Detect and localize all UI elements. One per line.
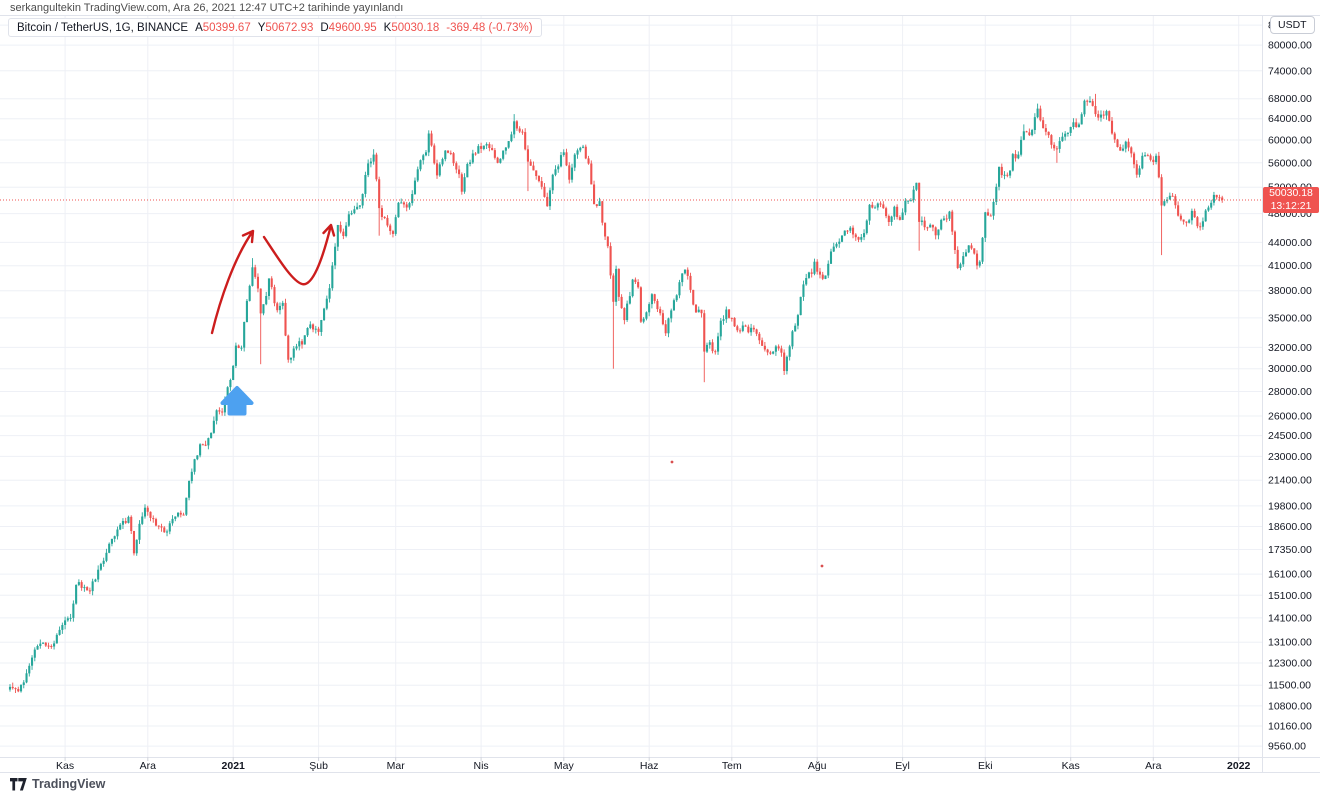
svg-text:68000.00: 68000.00 bbox=[1268, 93, 1312, 105]
svg-text:Ara: Ara bbox=[1145, 760, 1162, 772]
drawn-red-arrow-impulse[interactable] bbox=[210, 229, 255, 335]
svg-text:56000.00: 56000.00 bbox=[1268, 157, 1312, 169]
svg-text:12300.00: 12300.00 bbox=[1268, 658, 1312, 670]
svg-text:Nis: Nis bbox=[474, 760, 489, 772]
svg-text:28000.00: 28000.00 bbox=[1268, 386, 1312, 398]
svg-text:Eki: Eki bbox=[978, 760, 993, 772]
time-axis-labels[interactable]: Kas Ara 2021 Şub Mar Nis May Haz Tem Ağu Eyl Eki Kas… bbox=[56, 757, 1251, 772]
svg-text:74000.00: 74000.00 bbox=[1268, 65, 1312, 77]
price-axis-labels[interactable]: 85000.0080000.0074000.0068000.0064000.00… bbox=[1268, 20, 1312, 753]
svg-text:21400.00: 21400.00 bbox=[1268, 475, 1312, 487]
bar-countdown: 13:12:21 bbox=[1270, 200, 1312, 212]
last-price-value: 50030.18 bbox=[1269, 187, 1313, 199]
svg-text:26000.00: 26000.00 bbox=[1268, 411, 1312, 423]
svg-text:Kas: Kas bbox=[56, 760, 74, 772]
svg-text:Haz: Haz bbox=[640, 760, 659, 772]
change-value: -369.48 (-0.73%) bbox=[446, 21, 533, 34]
svg-text:44000.00: 44000.00 bbox=[1268, 237, 1312, 249]
svg-text:10160.00: 10160.00 bbox=[1268, 721, 1312, 733]
svg-text:May: May bbox=[554, 760, 575, 772]
tradingview-logo[interactable]: TradingView bbox=[10, 777, 105, 791]
svg-text:24500.00: 24500.00 bbox=[1268, 430, 1312, 442]
svg-text:64000.00: 64000.00 bbox=[1268, 113, 1312, 125]
published-header: serkangultekin TradingView.com, Ara 26, … bbox=[10, 2, 404, 14]
svg-text:11500.00: 11500.00 bbox=[1268, 680, 1311, 692]
svg-text:15100.00: 15100.00 bbox=[1268, 590, 1312, 602]
svg-text:Kas: Kas bbox=[1062, 760, 1080, 772]
gridlines bbox=[0, 15, 1262, 757]
drawn-red-arrow-correction[interactable] bbox=[262, 223, 336, 286]
svg-text:35000.00: 35000.00 bbox=[1268, 312, 1312, 324]
svg-text:Şub: Şub bbox=[309, 760, 328, 772]
svg-text:14100.00: 14100.00 bbox=[1268, 612, 1312, 624]
tradingview-logo-text: TradingView bbox=[32, 777, 106, 791]
symbol-title: Bitcoin / TetherUS, 1G, BINANCE bbox=[17, 21, 189, 34]
svg-text:2022: 2022 bbox=[1227, 760, 1251, 772]
svg-text:19800.00: 19800.00 bbox=[1268, 500, 1312, 512]
svg-text:30000.00: 30000.00 bbox=[1268, 363, 1312, 375]
last-price-label[interactable]: 50030.18 13:12:21 bbox=[1263, 187, 1319, 213]
svg-text:Eyl: Eyl bbox=[895, 760, 910, 772]
svg-text:80000.00: 80000.00 bbox=[1268, 40, 1312, 52]
ohlc-close: K50030.18 bbox=[383, 21, 440, 34]
svg-text:Ağu: Ağu bbox=[808, 760, 827, 772]
ohlc-high: Y50672.93 bbox=[257, 21, 314, 34]
svg-text:Ara: Ara bbox=[140, 760, 157, 772]
panel-borders bbox=[0, 15, 1320, 773]
candlestick-series bbox=[8, 93, 1224, 693]
svg-text:41000.00: 41000.00 bbox=[1268, 260, 1312, 272]
svg-text:2021: 2021 bbox=[222, 760, 246, 772]
ohlc-low: D49600.95 bbox=[320, 21, 377, 34]
svg-text:38000.00: 38000.00 bbox=[1268, 285, 1312, 297]
svg-text:23000.00: 23000.00 bbox=[1268, 451, 1312, 463]
svg-text:18600.00: 18600.00 bbox=[1268, 521, 1312, 533]
svg-text:32000.00: 32000.00 bbox=[1268, 342, 1312, 354]
drawn-red-dot-1[interactable] bbox=[670, 460, 674, 464]
svg-text:17350.00: 17350.00 bbox=[1268, 544, 1312, 556]
svg-text:60000.00: 60000.00 bbox=[1268, 135, 1312, 147]
svg-text:Mar: Mar bbox=[387, 760, 406, 772]
svg-text:13100.00: 13100.00 bbox=[1268, 637, 1312, 649]
drawn-blue-up-arrow[interactable] bbox=[220, 386, 254, 416]
svg-text:10800.00: 10800.00 bbox=[1268, 700, 1312, 712]
svg-text:Tem: Tem bbox=[722, 760, 742, 772]
currency-toggle-button[interactable]: USDT bbox=[1270, 16, 1315, 34]
drawn-red-dot-2[interactable] bbox=[820, 564, 824, 568]
svg-text:16100.00: 16100.00 bbox=[1268, 569, 1312, 581]
ohlc-open: A50399.67 bbox=[195, 21, 251, 34]
tradingview-logo-icon bbox=[10, 777, 27, 790]
symbol-legend: Bitcoin / TetherUS, 1G, BINANCE A50399.6… bbox=[8, 18, 542, 37]
svg-text:9560.00: 9560.00 bbox=[1268, 741, 1306, 753]
